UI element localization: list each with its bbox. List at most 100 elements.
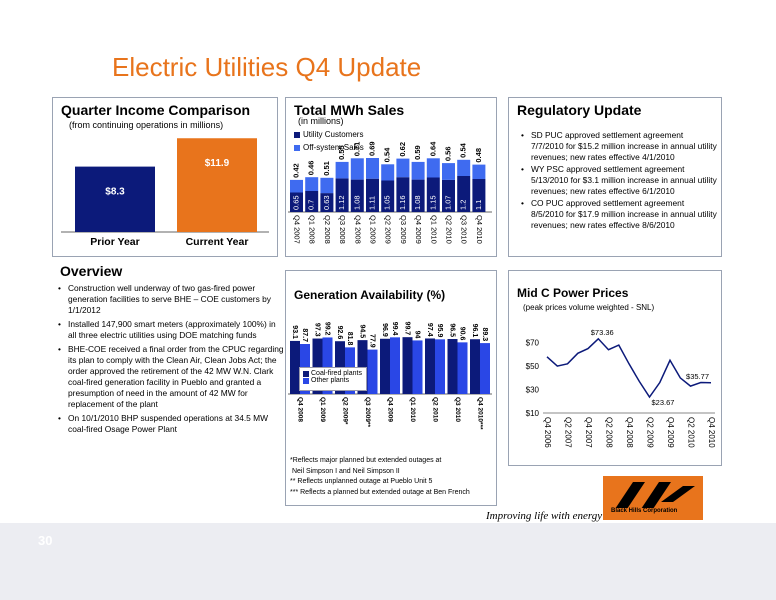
gen-category-label: Q3 2010 bbox=[454, 397, 461, 422]
gen-other-bar bbox=[322, 337, 333, 394]
gen-category-label: Q1 2010 bbox=[409, 397, 416, 422]
gen-category-label: Q2 2009* bbox=[341, 397, 348, 425]
midc-x-tick: Q2 2007 bbox=[563, 417, 572, 448]
midc-callout-peak: $73.36 bbox=[591, 328, 614, 337]
mwh-legend-offsystem-label: Off-system Sales bbox=[303, 143, 364, 152]
mwh-utility-bar bbox=[290, 192, 303, 212]
mwh-utility-label: 1.05 bbox=[383, 195, 392, 210]
mwh-offsystem-bar bbox=[442, 163, 455, 180]
overview-item: Installed 147,900 smart meters (approxim… bbox=[58, 319, 284, 341]
mwh-offsystem-label: 0.64 bbox=[428, 141, 437, 156]
mwh-utility-label: 1.12 bbox=[337, 195, 346, 210]
mwh-utility-label: 1.15 bbox=[428, 195, 437, 210]
mwh-offsystem-bar bbox=[320, 177, 334, 194]
mwh-category-label: Q4 2009 bbox=[414, 215, 423, 244]
mwh-svg: 0.65 0.42 Q4 2007 0.7 0.46 Q1 2008 0.63 0.51 Q2 … bbox=[288, 141, 492, 244]
gen-category-label: Q4 2010*** bbox=[476, 397, 483, 430]
mwh-utility-bar bbox=[305, 191, 319, 212]
generation-legend: Coal-fired plants Other plants bbox=[299, 367, 367, 391]
gen-coal-bar bbox=[380, 338, 390, 394]
mwh-utility-bar bbox=[426, 177, 440, 212]
gen-other-label: 99.2 bbox=[324, 322, 331, 336]
quarter-income-title: Quarter Income Comparison bbox=[61, 102, 251, 118]
mwh-offsystem-label: 0.62 bbox=[398, 142, 407, 157]
gen-coal-bar bbox=[425, 338, 435, 394]
mwh-offsystem-label: 0.48 bbox=[474, 148, 483, 163]
mwh-utility-label: 1.11 bbox=[367, 196, 376, 210]
mwh-legend-offsystem: Off-system Sales bbox=[294, 143, 364, 152]
income-category-label: Prior Year bbox=[90, 236, 139, 248]
gen-category-label: Q4 2008 bbox=[296, 397, 303, 422]
midc-y-tick: $70 bbox=[526, 339, 540, 348]
gen-coal-bar bbox=[402, 337, 413, 394]
mwh-utility-bar bbox=[350, 179, 364, 212]
mwh-utility-label: 1.2 bbox=[459, 200, 468, 210]
mwh-legend-utility: Utility Customers bbox=[294, 130, 363, 139]
mwh-utility-bar bbox=[320, 193, 334, 212]
mwh-utility-label: 1.08 bbox=[413, 195, 422, 210]
mwh-utility-label: 1.16 bbox=[398, 195, 407, 210]
midc-x-tick: Q4 2010 bbox=[707, 417, 716, 448]
gen-coal-label: 93.1 bbox=[291, 325, 298, 339]
regulatory-item: CO PUC approved settlement agreement 8/5… bbox=[521, 198, 717, 231]
gen-other-label: 89.3 bbox=[481, 327, 488, 341]
generation-footnotes: *Reflects major planned but extended out… bbox=[290, 456, 470, 498]
gen-other-bar bbox=[412, 340, 423, 394]
income-bar bbox=[177, 138, 257, 232]
gen-legend-coal: Coal-fired plants bbox=[303, 370, 363, 377]
gen-category-label: Q4 2009 bbox=[386, 397, 393, 422]
logo-company-name: Black Hills Corporation bbox=[611, 508, 678, 514]
mwh-utility-bar bbox=[381, 180, 395, 212]
mwh-utility-bar bbox=[472, 179, 486, 212]
midc-y-tick: $50 bbox=[526, 362, 540, 371]
mwh-offsystem-bar bbox=[335, 161, 349, 179]
mwh-offsystem-bar bbox=[305, 177, 319, 191]
gen-coal-label: 92.6 bbox=[336, 326, 343, 340]
footnote: *Reflects major planned but extended out… bbox=[290, 457, 442, 464]
gen-coal-label: 97.4 bbox=[426, 323, 433, 337]
overview-section: Overview Construction well underway of t… bbox=[52, 263, 286, 463]
mwh-offsystem-bar bbox=[411, 161, 425, 180]
mwh-category-label: Q4 2010 bbox=[475, 215, 484, 244]
page-number: 30 bbox=[38, 533, 53, 548]
midc-panel: Mid C Power Prices (peak prices volume w… bbox=[508, 270, 722, 466]
mwh-utility-label: 0.63 bbox=[322, 195, 331, 210]
logo-tagline: Improving life with energy bbox=[486, 510, 603, 522]
gen-coal-bar bbox=[290, 340, 300, 394]
gen-other-label: 95.9 bbox=[436, 324, 443, 338]
gen-coal-label: 96.1 bbox=[471, 324, 478, 338]
gen-coal-bar bbox=[470, 339, 480, 394]
gen-category-label: Q2 2010 bbox=[431, 397, 438, 422]
mwh-chart: 0.65 0.42 Q4 2007 0.7 0.46 Q1 2008 0.63 0.51 Q2 … bbox=[286, 98, 496, 256]
mwh-category-label: Q4 2008 bbox=[353, 215, 362, 244]
mwh-utility-label: 1.1 bbox=[474, 200, 483, 210]
mwh-offsystem-label: 0.46 bbox=[307, 161, 316, 176]
gen-other-bar bbox=[457, 342, 468, 394]
quarter-income-subtitle: (from continuing operations in millions) bbox=[69, 120, 224, 130]
mwh-offsystem-bar bbox=[290, 179, 303, 193]
gen-coal-label: 96.9 bbox=[381, 323, 388, 337]
gen-coal-label: 96.5 bbox=[449, 323, 456, 337]
gen-other-label: 87.7 bbox=[301, 328, 308, 342]
mwh-offsystem-label: 0.56 bbox=[443, 146, 452, 161]
gen-coal-bar bbox=[312, 338, 323, 394]
income-category-label: Current Year bbox=[186, 236, 249, 248]
mwh-utility-label: 1.07 bbox=[443, 195, 452, 210]
footer-bar bbox=[0, 523, 776, 600]
mwh-utility-bar bbox=[335, 178, 349, 212]
mwh-offsystem-label: 0.54 bbox=[459, 142, 468, 157]
company-logo: Black Hills Corporation bbox=[603, 476, 703, 520]
quarter-income-svg: $8.3 Prior Year $11.9 Current Year bbox=[61, 138, 269, 248]
midc-x-tick: Q4 2009 bbox=[666, 417, 675, 448]
midc-chart: $10 $30 $50 $70 $73.36 $23.67 $35.77 Q4 2006 Q2 … bbox=[509, 271, 721, 465]
midc-x-tick: Q2 2009 bbox=[645, 417, 654, 448]
footnote: Neil Simpson I and Neil Simpson II bbox=[290, 467, 400, 475]
mwh-utility-bar bbox=[411, 179, 425, 212]
regulatory-title: Regulatory Update bbox=[517, 102, 642, 118]
mwh-category-label: Q2 2009 bbox=[384, 215, 393, 244]
midc-subtitle: (peak prices volume weighted - SNL) bbox=[523, 303, 655, 312]
mwh-legend-utility-label: Utility Customers bbox=[303, 130, 364, 139]
midc-x-tick: Q4 2006 bbox=[543, 417, 552, 448]
legend-swatch bbox=[294, 144, 300, 151]
gen-legend-other-label: Other plants bbox=[311, 377, 350, 384]
